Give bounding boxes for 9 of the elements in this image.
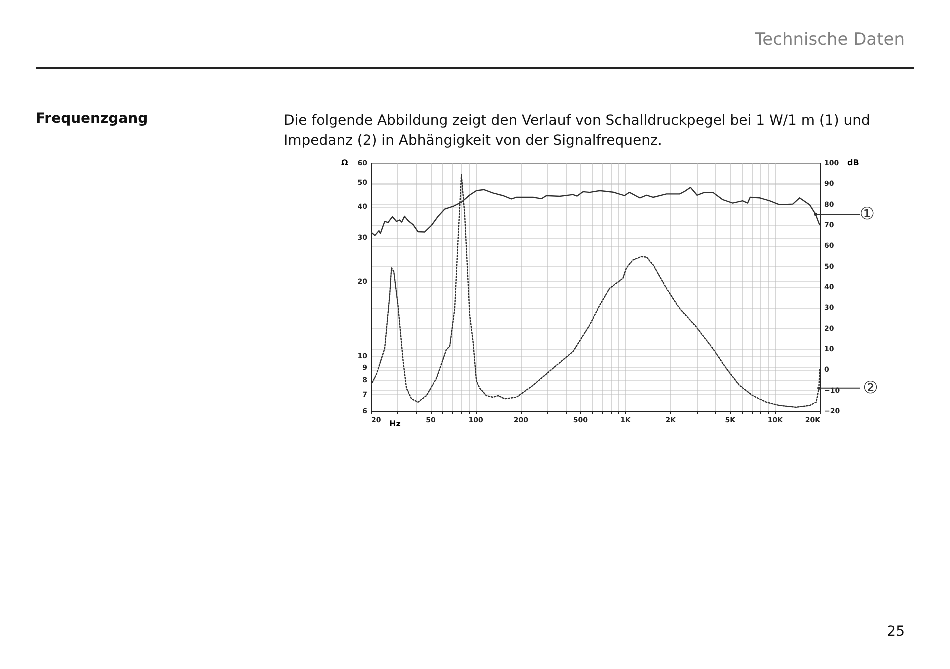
annotation: ② bbox=[863, 378, 878, 398]
x-axis-title: Hz bbox=[390, 420, 402, 428]
y2-axis-title: dB bbox=[848, 158, 860, 168]
text: Frequenzgang bbox=[36, 111, 148, 127]
chart-subtitle: Die folgende Abbildung zeigt den Verlauf von Schalldruckpegel bei 1 W/1 m (1) und Impedanz (2) in Abhängigkeit von der Signalfrequenz. bbox=[284, 112, 872, 151]
y-axis-title: Ω bbox=[342, 158, 348, 168]
text: 25 bbox=[887, 624, 905, 640]
text: Technische Daten bbox=[755, 30, 905, 50]
annotation: ① bbox=[860, 204, 876, 224]
